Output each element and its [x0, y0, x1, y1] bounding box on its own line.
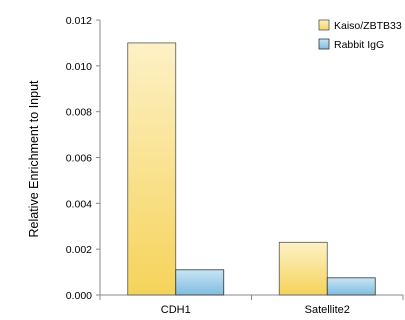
- y-tick-label: 0.008: [66, 107, 92, 119]
- y-tick-label: 0.010: [66, 61, 92, 73]
- legend-swatch-igg: [318, 38, 330, 50]
- x-tick-label: Satellite2: [305, 304, 350, 316]
- y-axis: 0.000 0.002 0.004 0.006 0.008 0.010 0.012: [66, 15, 101, 302]
- bar-rabbit-igg-cdh1: [175, 269, 225, 296]
- y-tick-label: 0.002: [66, 244, 92, 256]
- bar-rabbit-igg-satellite2: [326, 277, 376, 296]
- legend-swatch-kaiso: [318, 19, 330, 31]
- legend: Kaiso/ZBTB33 Rabbit IgG: [318, 19, 402, 51]
- y-tick-label: 0.006: [66, 153, 92, 165]
- category-labels: CDH1 Satellite2: [161, 304, 350, 316]
- x-tick-label: CDH1: [161, 304, 191, 316]
- x-axis: [99, 294, 404, 300]
- y-tick-label: 0.000: [66, 290, 92, 302]
- y-tick-label: 0.004: [66, 198, 92, 210]
- legend-label-kaiso: Kaiso/ZBTB33: [334, 20, 402, 32]
- legend-label-igg: Rabbit IgG: [334, 39, 384, 51]
- y-tick-label: 0.012: [66, 15, 92, 27]
- bar-kaiso-zbtb33-satellite2: [278, 241, 328, 296]
- y-axis-label: Relative Enrichment to Input: [27, 80, 41, 238]
- bar-kaiso-zbtb33-cdh1: [127, 42, 177, 296]
- bars: [127, 42, 376, 296]
